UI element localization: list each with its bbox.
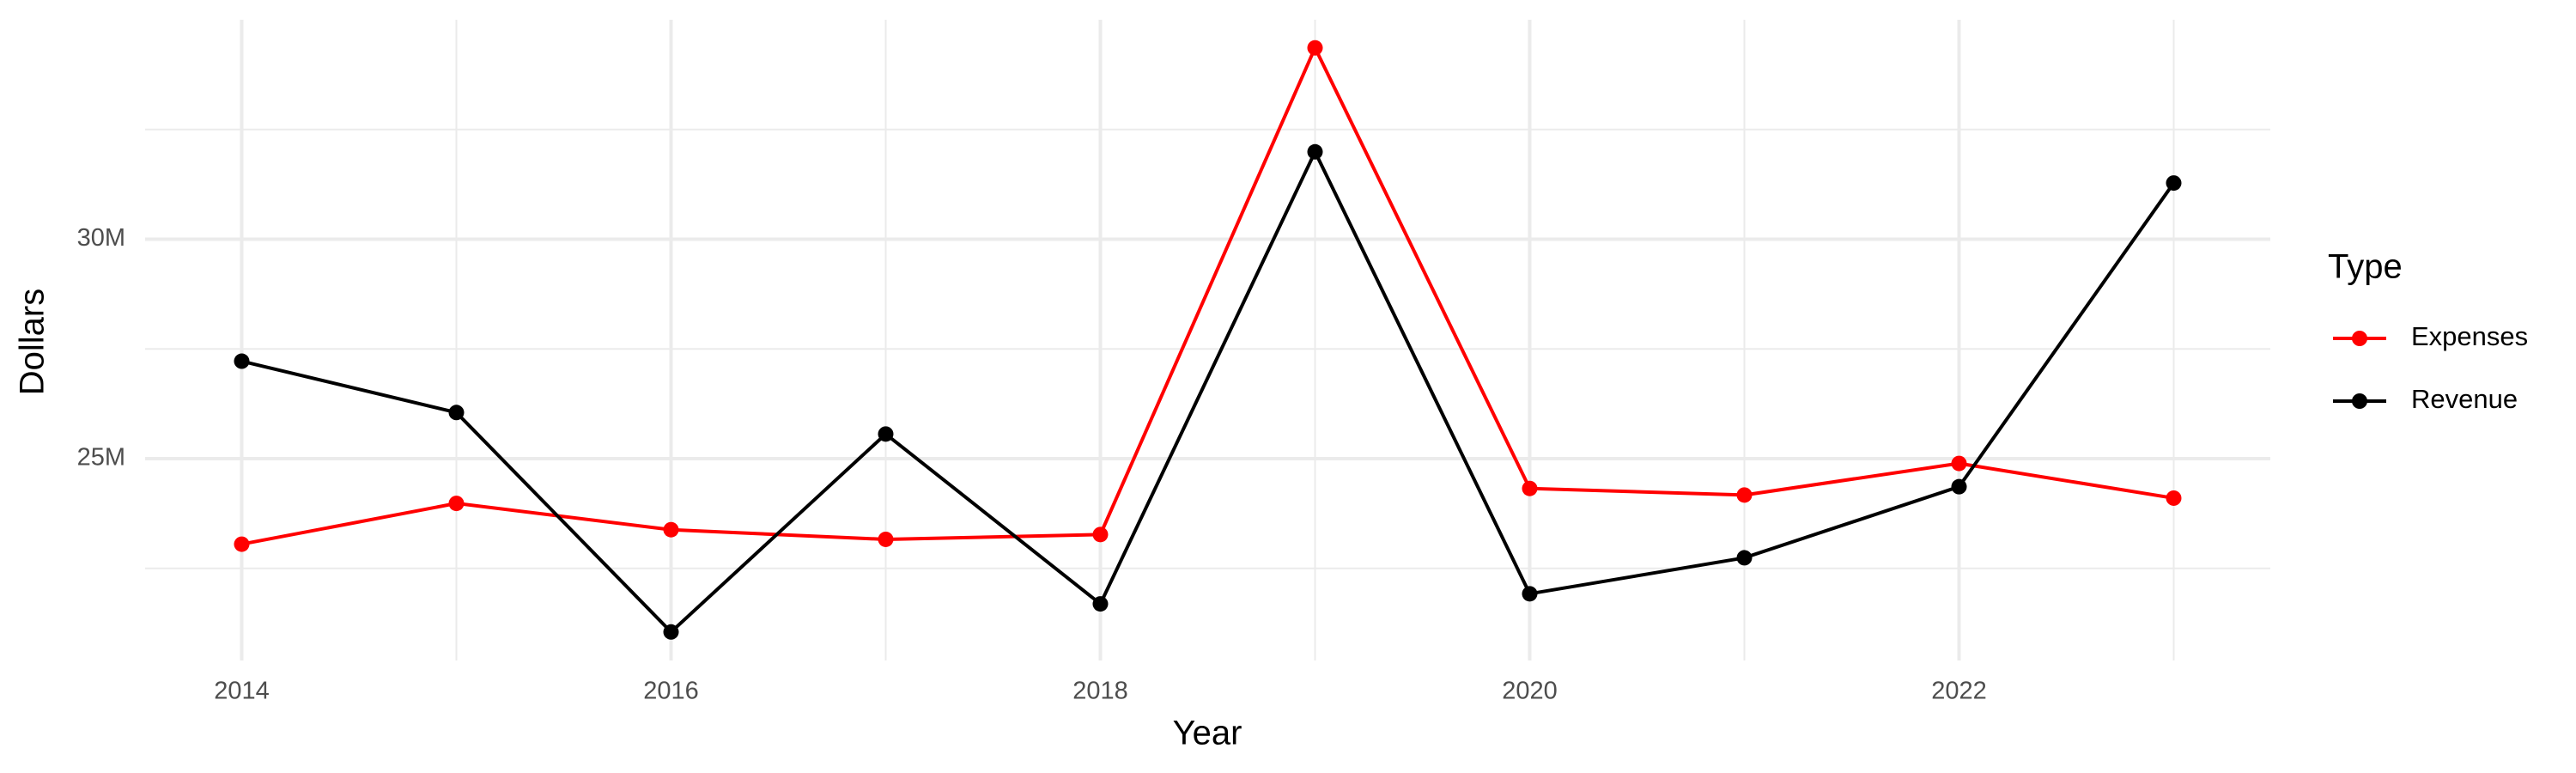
point [1307, 143, 1323, 160]
x-tick-label: 2022 [1931, 678, 1987, 705]
legend-title: Type [2328, 248, 2403, 286]
point [234, 536, 250, 552]
point [1736, 550, 1753, 566]
legend-marker [2352, 393, 2367, 409]
point [663, 624, 679, 640]
point [234, 353, 250, 369]
x-axis-title: Year [1173, 715, 1242, 752]
x-tick-label: 2016 [643, 678, 699, 705]
point [878, 531, 894, 547]
point [1092, 526, 1109, 543]
legend-label: Expenses [2411, 321, 2528, 351]
point [663, 521, 679, 538]
line [241, 148, 2176, 635]
x-tick-label: 2020 [1502, 678, 1558, 705]
y-tick-label: 25M [77, 444, 125, 472]
point [1522, 586, 1538, 602]
legend-marker [2352, 331, 2367, 346]
point [1951, 455, 1967, 472]
point [1307, 40, 1323, 56]
x-tick-label: 2014 [214, 678, 270, 705]
x-tick-label: 2018 [1072, 678, 1128, 705]
y-tick-label: 30M [77, 224, 125, 252]
point [1951, 478, 1967, 495]
line [241, 43, 2174, 546]
point [448, 405, 465, 421]
point [1736, 487, 1753, 503]
point [2166, 175, 2182, 192]
point [878, 426, 894, 442]
point [448, 496, 465, 512]
point [1522, 480, 1538, 496]
legend-label: Revenue [2411, 384, 2518, 414]
point [2166, 490, 2182, 506]
y-axis-title: Dollars [14, 289, 52, 395]
point [1092, 596, 1109, 612]
